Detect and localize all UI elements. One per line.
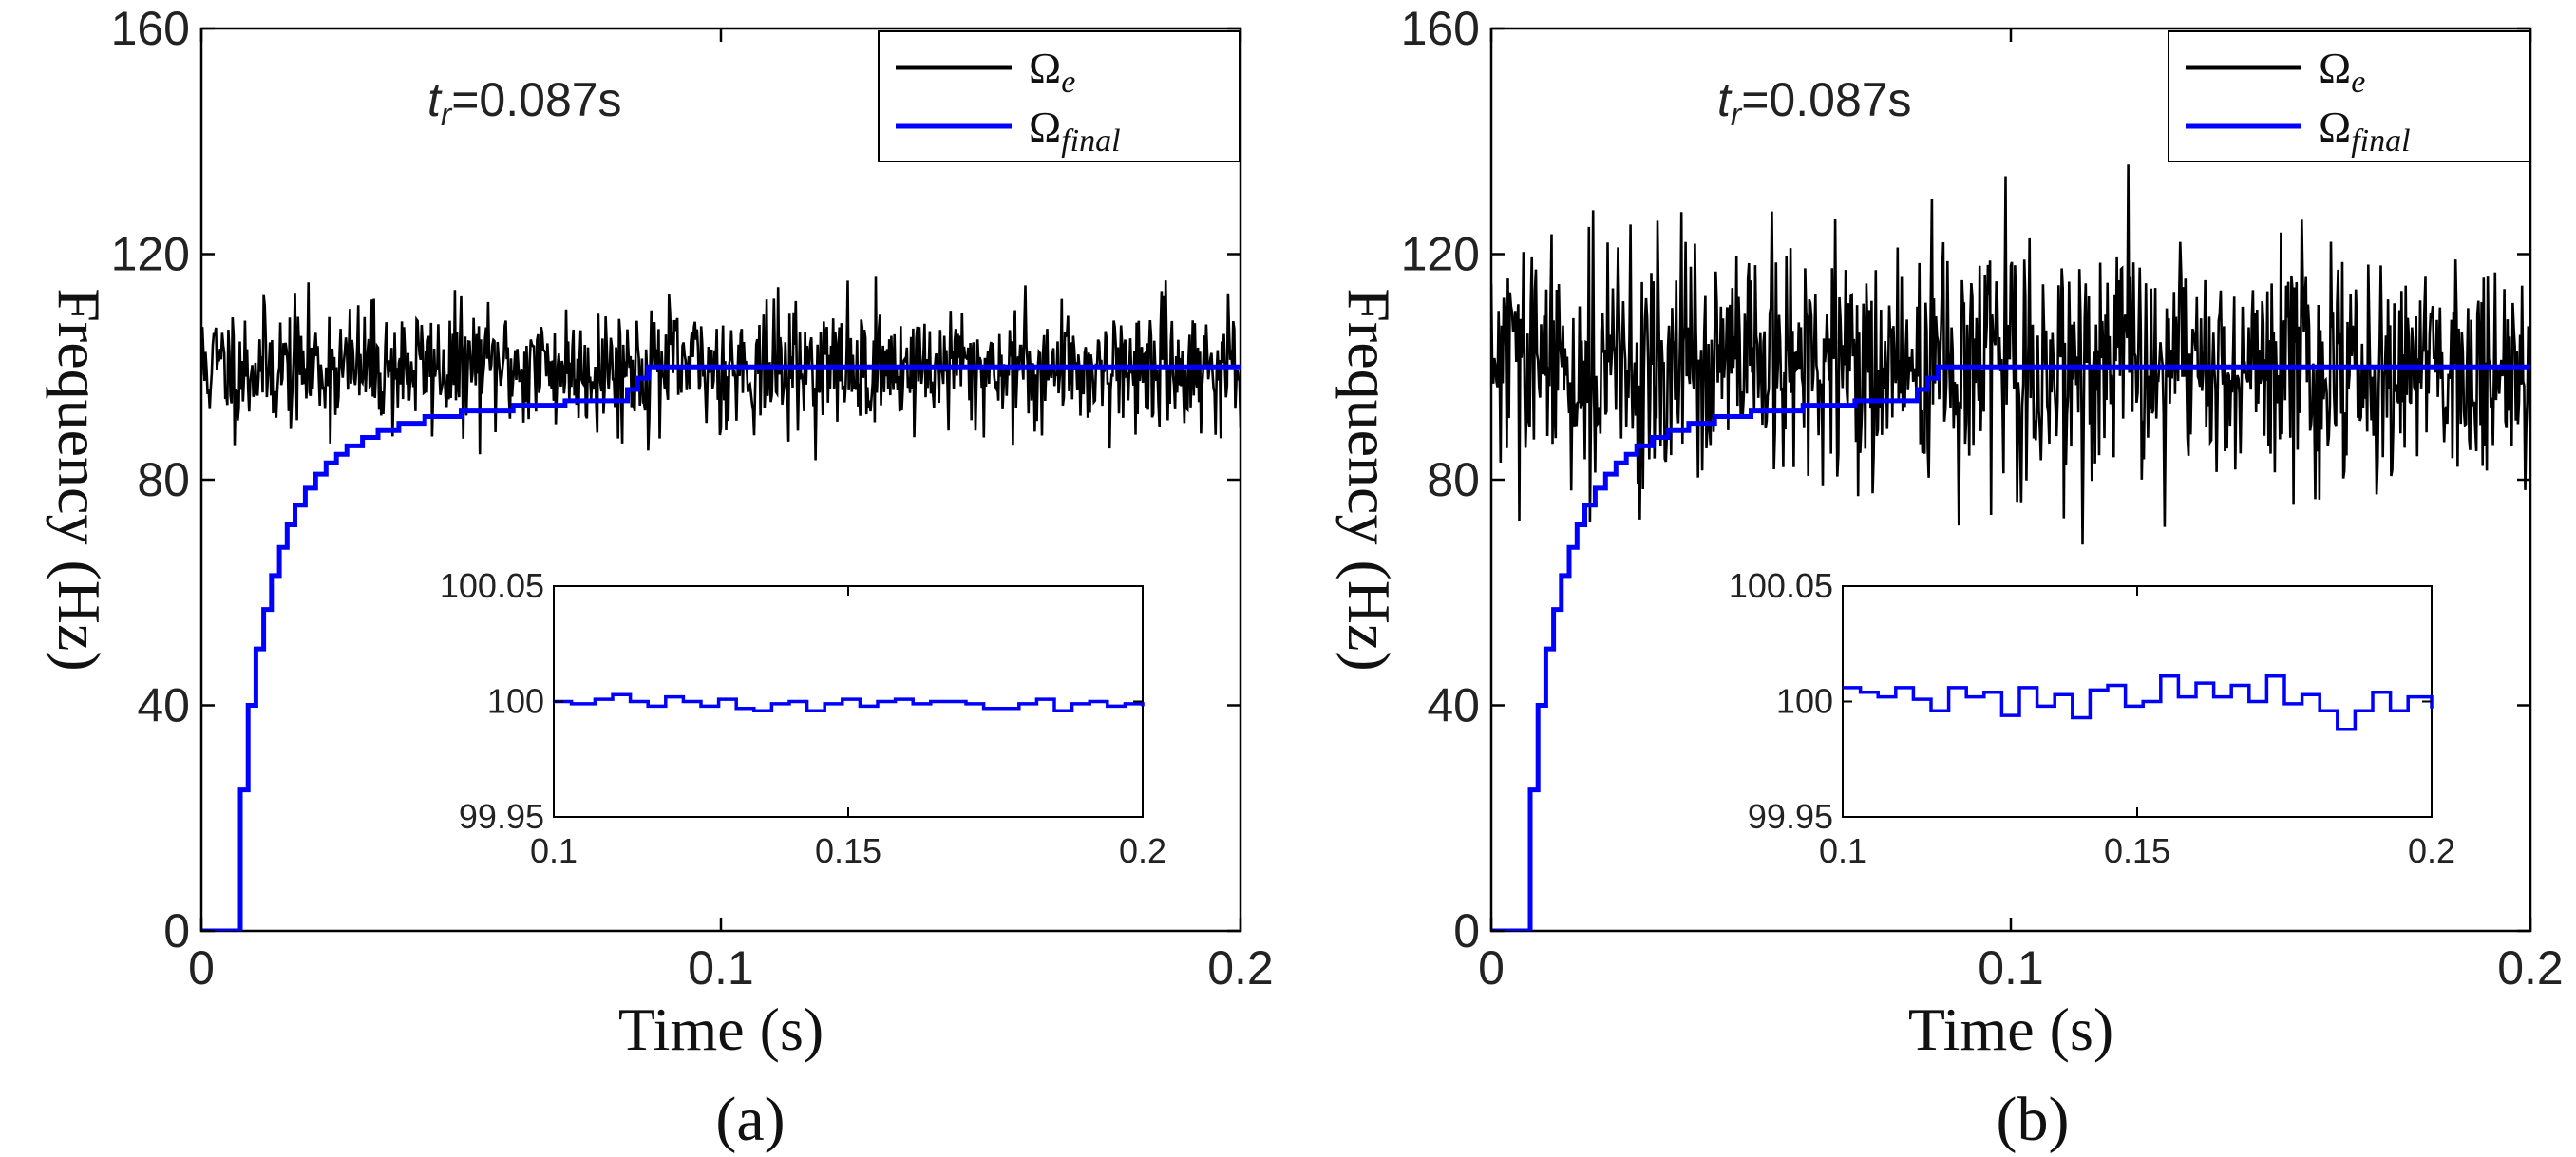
x-tick-label: 0 [188,941,215,995]
inset-y-tick-label: 100 [1776,682,1833,721]
y-tick-label: 120 [111,228,190,281]
legend-entry-label: Ωe [1029,44,1075,100]
inset-y-tick-label: 99.95 [1748,797,1833,836]
y-tick-label: 120 [1401,228,1480,281]
rise-time-var: t [1717,73,1733,126]
series-omega-e-line [1491,164,2530,545]
rise-time-annotation: tr=0.087s [1717,73,1912,133]
x-tick-label: 0.1 [1978,941,2044,995]
series-omega-e-line [201,276,1241,461]
rise-time-subscript: r [441,97,453,133]
inset-y-tick-label: 100.05 [440,566,544,605]
y-tick-label: 0 [163,904,190,958]
x-axis-label: Time (s) [1908,996,2113,1063]
inset-series-line [1843,674,2434,731]
legend-entry-label: Ωfinal [1029,103,1121,159]
legend-entry-label: Ωfinal [2319,103,2411,159]
legend-symbol: Ω [1029,44,1061,92]
y-tick-label: 80 [137,453,190,506]
y-tick-label: 160 [1401,2,1480,55]
inset-plot-area [1842,585,2433,818]
y-tick-label: 40 [137,679,190,732]
inset-series-line [554,692,1145,712]
legend-symbol: Ω [2319,44,2351,92]
inset-y-tick-label: 100 [487,682,544,721]
legend-box [878,30,1241,162]
legend-subscript: e [1061,65,1075,100]
inset-y-tick-label: 100.05 [1729,566,1833,605]
inset-y-tick-label: 99.95 [459,797,544,836]
x-tick-label: 0.2 [2497,941,2564,995]
rise-time-subscript: r [1731,97,1743,133]
rise-time-value: =0.087s [1741,73,1911,126]
x-tick-label: 0.2 [1207,941,1274,995]
legend-subscript: final [1061,123,1120,159]
panel-label: (a) [715,1085,785,1154]
x-tick-label: 0 [1478,941,1505,995]
x-axis-label: Time (s) [618,996,824,1063]
legend-symbol: Ω [1029,103,1061,151]
inset-x-tick-label: 0.2 [2408,831,2455,870]
y-axis-label: Frequency (Hz) [46,288,113,671]
inset-x-tick-label: 0.15 [815,831,881,870]
y-tick-label: 0 [1453,904,1480,958]
y-tick-label: 40 [1427,679,1480,732]
inset-x-tick-label: 0.1 [1819,831,1866,870]
legend-entry-label: Ωe [2319,44,2365,100]
rise-time-var: t [427,73,443,126]
panel-label: (b) [1997,1085,2070,1154]
legend-symbol: Ω [2319,103,2351,151]
y-axis-label: Frequency (Hz) [1335,288,1403,671]
legend-box [2168,30,2530,162]
panel-a: 0 0.1 0.2 0 40 80 120 160 Time (s) Frequency (Hz)… [46,2,1274,1154]
inset-x-tick-label: 0.1 [530,831,578,870]
y-tick-label: 80 [1427,453,1480,506]
rise-time-annotation: tr=0.087s [427,73,622,133]
x-tick-label: 0.1 [688,941,754,995]
legend-subscript: final [2351,123,2410,159]
series-omega-final-line [1491,364,2530,931]
rise-time-value: =0.087s [451,73,621,126]
panel-b: 0 0.1 0.2 0 40 80 120 160 Time (s) Frequency (Hz)… [1335,2,2564,1154]
inset-x-tick-label: 0.15 [2104,831,2170,870]
legend-subscript: e [2351,65,2365,100]
y-tick-label: 160 [111,2,190,55]
series-omega-final-line [201,364,1241,931]
inset-x-tick-label: 0.2 [1119,831,1166,870]
